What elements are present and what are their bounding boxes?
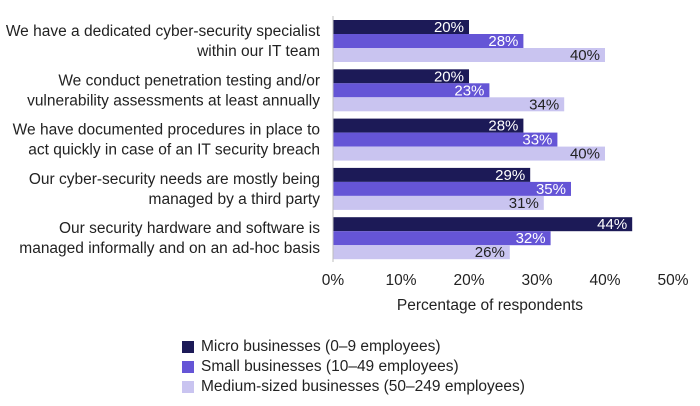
bar (333, 97, 565, 112)
legend: Micro businesses (0–9 employees) Small bu… (182, 337, 525, 397)
category-label-line: Our security hardware and software is (59, 220, 320, 237)
bar-value-label: 31% (509, 195, 539, 212)
bar (333, 69, 469, 84)
bar-group: 20%28%40%20%23%34%28%33%40%29%35%31%44%3… (333, 19, 633, 261)
bar (333, 48, 605, 62)
x-axis-ticks: 0% 10% 20% 30% 40% 50% (322, 272, 689, 289)
bar-value-label: 20% (434, 19, 464, 36)
bar (333, 195, 544, 210)
legend-item: Small businesses (10–49 employees) (182, 357, 525, 377)
bar-value-label: 40% (570, 146, 600, 163)
category-label-line: We have a dedicated cyber-security speci… (6, 23, 321, 40)
category-label-line: managed by a third party (149, 191, 321, 208)
legend-item: Micro businesses (0–9 employees) (182, 337, 525, 357)
category-label-line: vulnerability assessments at least annua… (27, 92, 320, 109)
bar (333, 181, 571, 196)
x-tick-label: 20% (453, 272, 484, 289)
bar-value-label: 29% (495, 167, 525, 184)
bar-value-label: 23% (454, 82, 484, 99)
bar (333, 217, 633, 232)
legend-item: Medium-sized businesses (50–249 employee… (182, 377, 525, 397)
bar (333, 118, 524, 133)
category-label-line: within our IT team (196, 43, 320, 60)
bar (333, 245, 510, 260)
x-axis-title: Percentage of respondents (397, 297, 583, 314)
category-label: Our security hardware and software is man… (19, 220, 320, 257)
bar-value-label: 28% (488, 33, 518, 50)
bar-value-label: 35% (536, 181, 566, 198)
category-label-line: We have documented procedures in place t… (13, 122, 320, 139)
bar (333, 231, 551, 246)
bar-value-label: 40% (570, 47, 600, 64)
bar-value-label: 26% (475, 244, 505, 261)
legend-swatch (182, 361, 194, 373)
bar (333, 83, 490, 98)
bar (333, 34, 524, 48)
category-label: We have a dedicated cyber-security speci… (6, 23, 321, 60)
bar-value-label: 44% (597, 216, 627, 233)
bar-value-label: 28% (488, 118, 518, 135)
bar (333, 146, 605, 161)
legend-swatch (182, 381, 194, 393)
category-label: We have documented procedures in place t… (13, 122, 320, 159)
category-label: We conduct penetration testing and/or vul… (27, 72, 320, 109)
bar-value-label: 20% (434, 68, 464, 85)
bar-chart: We have a dedicated cyber-security speci… (6, 16, 689, 314)
category-label-line: Our cyber-security needs are mostly bein… (29, 171, 320, 188)
x-tick-label: 30% (521, 272, 552, 289)
x-tick-label: 0% (322, 272, 345, 289)
x-tick-label: 50% (657, 272, 688, 289)
category-label: Our cyber-security needs are mostly bein… (29, 171, 320, 208)
x-tick-label: 10% (385, 272, 416, 289)
category-labels: We have a dedicated cyber-security speci… (6, 23, 321, 257)
bar (333, 20, 469, 34)
bar-value-label: 34% (529, 96, 559, 113)
x-tick-label: 40% (589, 272, 620, 289)
legend-label: Medium-sized businesses (50–249 employee… (201, 378, 525, 395)
legend-swatch (182, 341, 194, 353)
bar (333, 167, 531, 182)
bar (333, 132, 558, 147)
legend-label: Small businesses (10–49 employees) (201, 358, 459, 375)
legend-label: Micro businesses (0–9 employees) (201, 338, 441, 355)
category-label-line: We conduct penetration testing and/or (58, 72, 320, 89)
category-label-line: managed informally and on an ad-hoc basi… (19, 240, 320, 257)
bar-value-label: 33% (522, 132, 552, 149)
bar-value-label: 32% (516, 230, 546, 247)
category-label-line: act quickly in case of an IT security br… (28, 142, 320, 159)
